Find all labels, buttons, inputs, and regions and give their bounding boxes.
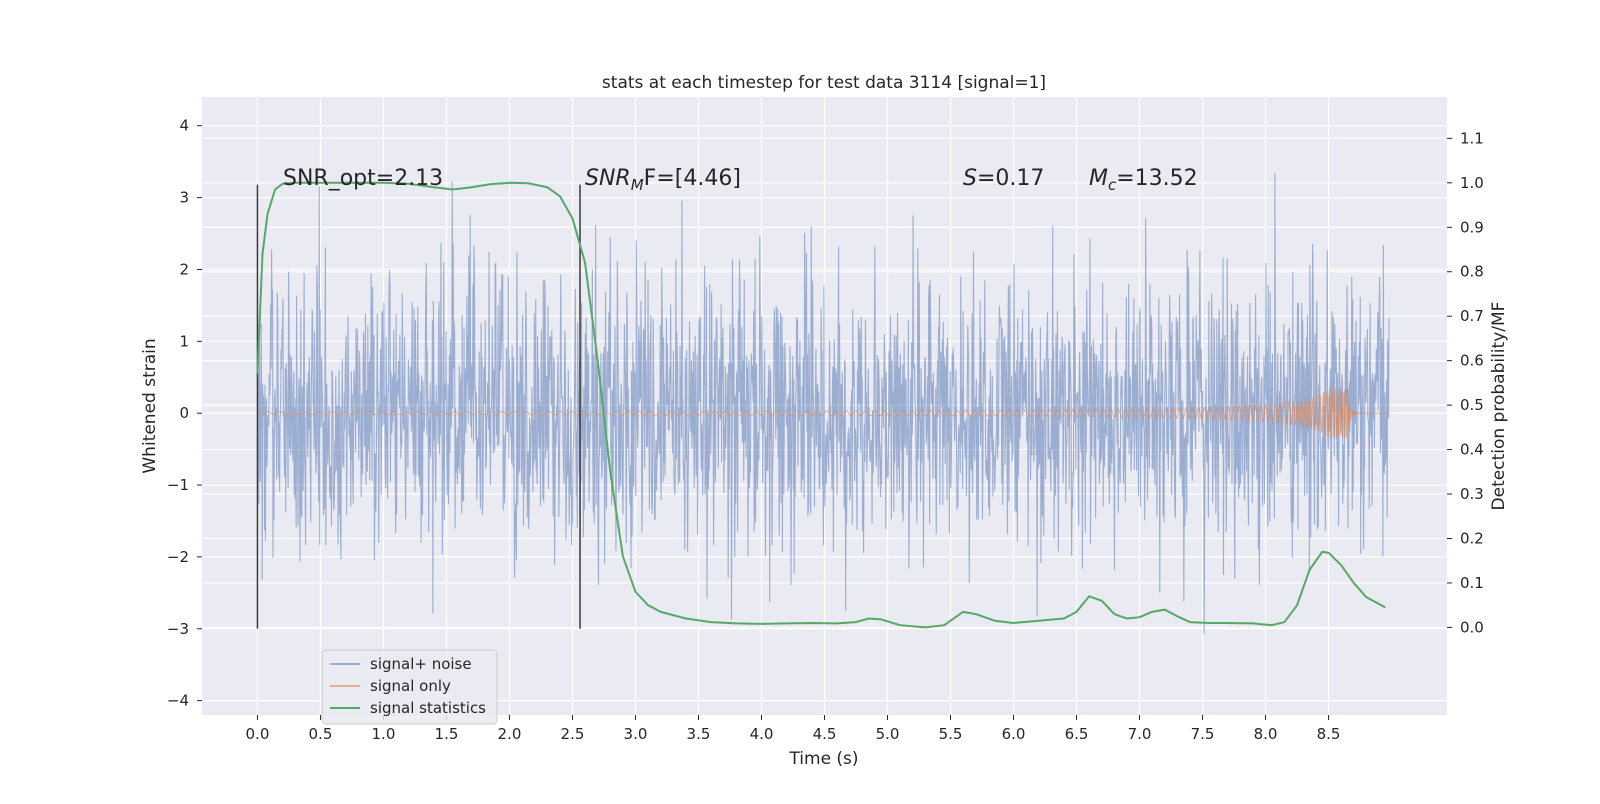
signal-statistics-series xyxy=(256,181,1386,629)
signal-statistics-line xyxy=(256,181,1386,629)
legend-box xyxy=(321,649,498,725)
y-tick-label: 1 xyxy=(179,332,189,350)
right-y-tick-label: 0.0 xyxy=(1460,618,1484,636)
x-tick-label: 1.5 xyxy=(435,725,459,743)
x-tick-label: 3.5 xyxy=(687,725,711,743)
snr-opt-annotation: SNR_opt=2.13 xyxy=(283,166,443,191)
x-tick-label: 1.0 xyxy=(372,725,396,743)
x-tick-label: 5.0 xyxy=(876,725,900,743)
signal-noise-line xyxy=(256,173,1390,634)
right-y-tick-label: 0.1 xyxy=(1460,574,1484,592)
y-tick-label: 2 xyxy=(179,260,189,278)
x-tick-label: 4.5 xyxy=(813,725,837,743)
right-y-tick-label: 0.8 xyxy=(1460,263,1484,281)
signal-only-line xyxy=(257,387,1390,439)
y-tick-label: −1 xyxy=(167,476,189,494)
x-tick-label: 8.0 xyxy=(1254,725,1278,743)
y-tick-label: −4 xyxy=(167,692,189,710)
right-y-ticks: 0.0 0.1 0.2 0.3 0.4 0.5 0.6 0.7 0.8 0.9 1.0 1.1 xyxy=(1447,129,1484,636)
y-ticks: −4 −3 −2 −1 0 1 2 3 4 xyxy=(167,117,202,710)
legend: signal+ noise signal only signal statist… xyxy=(321,649,498,725)
x-tick-label: 7.0 xyxy=(1128,725,1152,743)
y-tick-label: −2 xyxy=(167,548,189,566)
x-ticks: 0.0 0.5 1.0 1.5 2.0 2.5 3.0 3.5 4.0 4.5 5.0 5.5 6.0 6… xyxy=(246,715,1341,743)
y-tick-label: 4 xyxy=(179,117,189,135)
x-tick-label: 6.0 xyxy=(1002,725,1026,743)
s-annotation: S=0.17 xyxy=(963,166,1044,191)
signal-only-series xyxy=(257,387,1390,439)
signal-noise-series xyxy=(256,173,1390,634)
x-tick-label: 5.5 xyxy=(939,725,963,743)
x-tick-label: 6.5 xyxy=(1065,725,1089,743)
x-tick-label: 0.5 xyxy=(309,725,333,743)
right-y-tick-label: 0.6 xyxy=(1460,352,1484,370)
right-y-tick-label: 0.2 xyxy=(1460,529,1484,547)
right-y-tick-label: 0.9 xyxy=(1460,218,1484,236)
annotations: SNR_opt=2.13 SNRMF=[4.46] S=0.17 Mc=13.5… xyxy=(283,166,1198,194)
snr-mf-annotation: SNRMF=[4.46] xyxy=(585,166,741,194)
x-tick-label: 2.0 xyxy=(498,725,522,743)
x-tick-label: 7.5 xyxy=(1191,725,1215,743)
chart-title: stats at each timestep for test data 311… xyxy=(602,73,1046,93)
x-axis-title: Time (s) xyxy=(788,749,858,769)
legend-label-signal-statistics: signal statistics xyxy=(370,699,486,717)
mc-annotation: Mc=13.52 xyxy=(1089,166,1198,194)
right-y-tick-label: 0.5 xyxy=(1460,396,1484,414)
right-y-tick-label: 1.0 xyxy=(1460,174,1484,192)
legend-label-signal-only: signal only xyxy=(370,677,451,695)
x-tick-label: 3.0 xyxy=(624,725,648,743)
right-y-tick-label: 0.3 xyxy=(1460,485,1484,503)
x-tick-label: 4.0 xyxy=(750,725,774,743)
right-y-axis-title: Detection probability/MF xyxy=(1489,302,1509,511)
x-tick-label: 8.5 xyxy=(1317,725,1341,743)
x-tick-label: 0.0 xyxy=(246,725,270,743)
y-tick-label: −3 xyxy=(167,620,189,638)
y-axis-title: Whitened strain xyxy=(140,338,160,473)
y-tick-label: 3 xyxy=(179,189,189,207)
right-y-tick-label: 0.4 xyxy=(1460,441,1484,459)
right-y-tick-label: 1.1 xyxy=(1460,129,1484,147)
marker-lines xyxy=(256,184,581,629)
y-tick-label: 0 xyxy=(179,404,189,422)
x-tick-label: 2.5 xyxy=(561,725,585,743)
right-y-tick-label: 0.7 xyxy=(1460,307,1484,325)
legend-label-signal-noise: signal+ noise xyxy=(370,655,472,673)
